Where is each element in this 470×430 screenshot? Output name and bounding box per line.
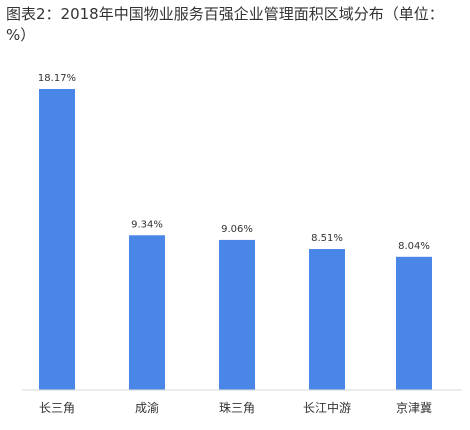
category-label-0: 长三角	[39, 401, 75, 415]
bar-2	[219, 239, 255, 390]
bar-1	[129, 235, 165, 390]
value-label-2: 9.06%	[221, 224, 253, 235]
bar-4	[396, 256, 432, 390]
category-label-3: 长江中游	[303, 400, 351, 415]
bar-3	[309, 249, 345, 390]
value-label-4: 8.04%	[398, 241, 430, 252]
category-label-1: 成渝	[135, 400, 159, 415]
bar-0	[39, 89, 75, 390]
category-labels-group: 长三角 成渝 珠三角 长江中游 京津冀	[39, 400, 432, 415]
value-label-3: 8.51%	[311, 233, 343, 244]
bars-group	[39, 89, 432, 390]
value-label-1: 9.34%	[131, 219, 163, 230]
chart-title: 图表2：2018年中国物业服务百强企业管理面积区域分布（单位：%）	[6, 5, 444, 44]
category-label-4: 京津冀	[396, 401, 432, 415]
value-label-0: 18.17%	[38, 73, 76, 84]
category-label-2: 珠三角	[219, 401, 255, 415]
value-labels-group: 18.17% 9.34% 9.06% 8.51% 8.04%	[38, 73, 430, 252]
